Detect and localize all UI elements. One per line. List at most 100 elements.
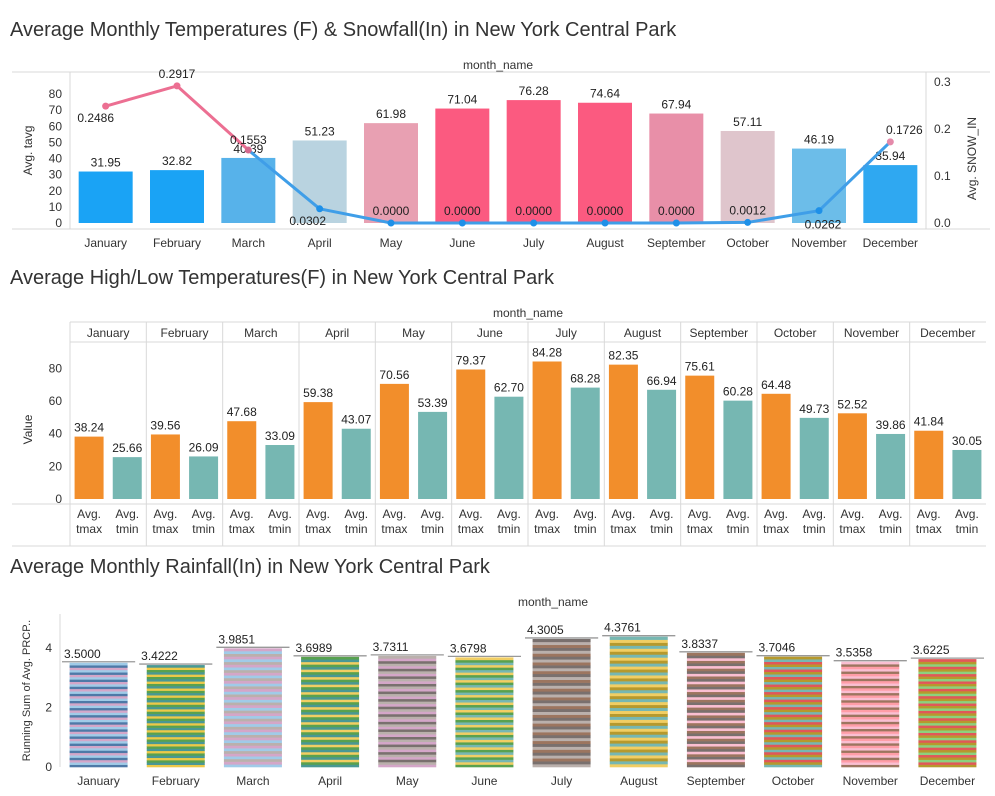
chart3-stack-segment <box>686 751 745 755</box>
chart2-bar <box>265 445 295 499</box>
chart2-bar <box>837 413 867 499</box>
chart3-stack-segment <box>841 678 900 682</box>
chart3-stack-segment <box>455 722 514 725</box>
chart3-stack-segment <box>455 687 514 691</box>
chart3-stack-segment <box>301 701 360 705</box>
chart3-stack-segment <box>609 746 668 750</box>
chart1-line-segment <box>246 148 322 211</box>
chart3-stack-segment <box>146 690 205 694</box>
chart3-stack-segment <box>841 728 900 732</box>
chart2-measure-label: Avg. <box>344 507 368 521</box>
chart3-stack-segment <box>918 737 977 741</box>
chart2-bar <box>532 361 562 499</box>
chart3-stack-segment <box>301 656 360 660</box>
chart3-stack-segment <box>532 641 591 646</box>
chart3-stack-segment <box>146 702 205 705</box>
chart1-bar <box>649 113 704 223</box>
chart3-stack-segment <box>69 691 128 694</box>
chart3-stack-segment <box>301 736 360 740</box>
chart3-stack-segment <box>378 701 437 705</box>
chart3-stack-segment <box>301 724 360 728</box>
chart3-stack-segment <box>301 669 360 673</box>
chart3-stack-segment <box>378 716 437 720</box>
chart3-stack-segment <box>146 678 205 682</box>
chart3-stack-segment <box>455 734 514 738</box>
chart3-x-tick: August <box>620 774 658 788</box>
chart3-stack-segment <box>146 669 205 673</box>
chart1-line-label: 0.0000 <box>373 204 410 218</box>
chart3-stack-segment <box>609 758 668 762</box>
chart3-stack-segment <box>223 648 282 652</box>
chart3-stack-segment <box>223 731 282 735</box>
chart2-month-label: December <box>920 326 975 340</box>
chart2-bar <box>341 428 371 499</box>
chart3-stack-segment <box>223 764 282 768</box>
chart3-total-label: 3.6225 <box>913 643 950 657</box>
chart3-x-tick: June <box>471 774 497 788</box>
chart3-stack-segment <box>686 759 745 763</box>
chart3-stack-segment <box>146 741 205 745</box>
chart3-stack-segment <box>686 691 745 695</box>
chart1-line-label: 0.2486 <box>77 111 114 125</box>
chart3-x-tick: March <box>236 774 269 788</box>
chart3-stack-segment <box>609 731 668 735</box>
chart3-stack-segment <box>918 713 977 716</box>
chart3-total-label: 3.5000 <box>64 647 101 661</box>
chart3-stack-segment <box>841 676 900 679</box>
chart3-stack-segment <box>686 665 745 669</box>
chart2-y-tick: 80 <box>49 361 63 375</box>
chart2-measure-label: Avg. <box>650 507 674 521</box>
chart3-stack-segment <box>146 688 205 691</box>
chart3-stack-segment <box>378 751 437 755</box>
chart1-bar-label: 31.95 <box>91 156 121 170</box>
chart1-line-point <box>530 219 538 227</box>
chart2-bar <box>379 383 409 499</box>
chart3-stack-segment <box>223 683 282 687</box>
chart3-stack-segment <box>841 664 900 667</box>
chart3-x-tick: September <box>687 774 746 788</box>
chart2-measure-label: Avg. <box>917 507 941 521</box>
chart3-stack-segment <box>301 751 360 755</box>
chart3-stack-segment <box>301 761 360 765</box>
chart3-stack-segment <box>455 667 514 671</box>
chart3-stack-segment <box>532 723 591 727</box>
chart3-stack-segment <box>223 715 282 719</box>
chart2-bar-label: 26.09 <box>189 440 219 454</box>
chart3-stack-segment <box>378 688 437 692</box>
chart3-stack-segment <box>918 735 977 738</box>
chart3-stack-segment <box>301 684 360 688</box>
chart3-stack-segment <box>455 697 514 701</box>
chart3-stack-segment <box>609 663 668 667</box>
chart3-stack-segment <box>532 729 591 733</box>
chart3-stack-segment <box>764 734 823 738</box>
chart3-stack-segment <box>764 736 823 740</box>
chart3-stack-segment <box>378 711 437 715</box>
chart3-stack-segment <box>532 659 591 663</box>
chart2-month-label: February <box>160 326 208 340</box>
chart3-stack-segment <box>764 711 823 715</box>
chart3-stack-segment <box>918 678 977 682</box>
chart3-stack-segment <box>532 717 591 721</box>
chart1-left-tick: 80 <box>49 87 63 101</box>
chart3-stack-segment <box>609 645 668 649</box>
chart3-stack-segment <box>301 746 360 750</box>
chart3-stack-segment <box>69 665 128 668</box>
chart3-stack-segment <box>764 754 823 758</box>
chart3-total-label: 3.9851 <box>218 632 255 646</box>
chart1-line-label: 0.0262 <box>805 218 842 232</box>
chart3-stack-segment <box>609 764 668 768</box>
chart2-bar <box>761 393 791 499</box>
chart2-measure-label: Avg. <box>421 507 445 521</box>
chart3-stack-segment <box>918 659 977 662</box>
chart3-stack-segment <box>841 731 900 734</box>
chart3-stack-segment <box>918 747 977 751</box>
chart3-stack-segment <box>686 733 745 737</box>
chart3-stack-segment <box>841 709 900 713</box>
chart1-x-tick: January <box>84 236 127 250</box>
chart3-stack-segment <box>455 737 514 740</box>
chart3-x-tick: December <box>920 774 975 788</box>
chart1-left-tick: 30 <box>49 168 63 182</box>
chart3-stack-segment <box>841 721 900 725</box>
chart2-bar <box>799 417 829 499</box>
chart2-measure-label: Avg. <box>268 507 292 521</box>
